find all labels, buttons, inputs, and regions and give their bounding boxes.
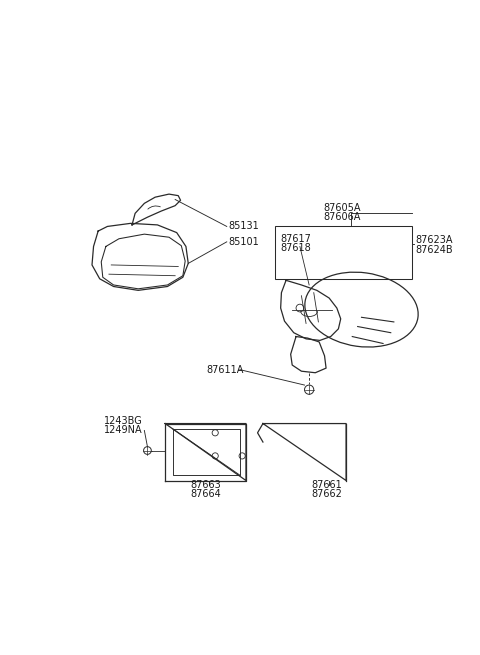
Text: 1249NA: 1249NA <box>104 426 142 436</box>
Text: 85131: 85131 <box>228 221 259 231</box>
Text: 87618: 87618 <box>281 243 312 253</box>
Text: 87664: 87664 <box>191 489 221 499</box>
Text: 87617: 87617 <box>281 234 312 244</box>
Text: 87662: 87662 <box>312 489 342 499</box>
Text: 87605A: 87605A <box>323 203 360 213</box>
Text: 87663: 87663 <box>191 480 221 490</box>
Text: 87661: 87661 <box>312 480 342 490</box>
Text: 87611A: 87611A <box>206 365 243 375</box>
Text: 87606A: 87606A <box>323 212 360 222</box>
Text: 87623A: 87623A <box>415 235 453 246</box>
Text: 87624B: 87624B <box>415 244 453 255</box>
Text: 1243BG: 1243BG <box>104 416 142 426</box>
Text: 85101: 85101 <box>228 237 259 247</box>
Bar <box>275 227 412 279</box>
